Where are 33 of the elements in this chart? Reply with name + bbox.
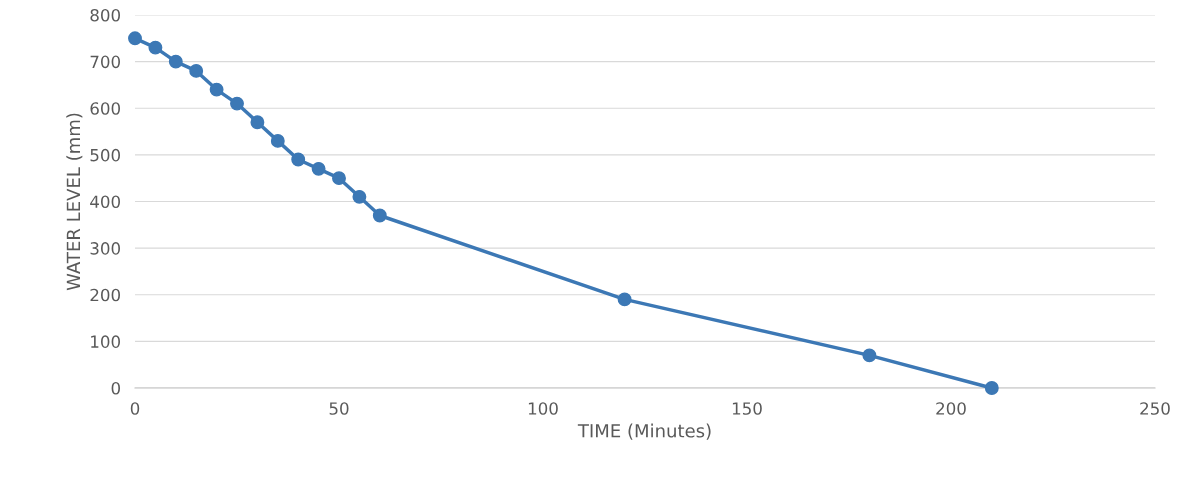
y-tick-label: 500: [90, 148, 120, 162]
x-tick-label: 150: [732, 402, 762, 415]
y-axis-title: WATER LEVEL (mm): [66, 113, 83, 291]
point: [311, 161, 326, 176]
y-tick-label: 300: [90, 242, 120, 255]
y-tick-label: 100: [91, 335, 120, 348]
point: [984, 381, 999, 395]
y-tick-label: 700: [90, 55, 120, 69]
point: [270, 133, 285, 148]
y-tick-label: 200: [90, 288, 120, 302]
y-tick-label: 0: [111, 381, 120, 395]
point: [372, 208, 387, 223]
x-tick-label: 0: [130, 402, 140, 415]
point: [230, 96, 244, 111]
point: [148, 40, 163, 55]
point: [617, 292, 632, 307]
point: [291, 152, 306, 167]
point: [332, 171, 346, 186]
point: [862, 348, 877, 363]
point: [250, 115, 265, 130]
y-tick-label: 400: [90, 195, 120, 209]
point: [168, 54, 183, 69]
point: [209, 82, 224, 97]
y-tick-label: 800: [90, 8, 120, 22]
point: [352, 189, 367, 204]
x-axis-title: TIME (Minutes): [577, 423, 711, 440]
x-tick-label: 250: [1140, 402, 1170, 415]
point: [189, 63, 204, 78]
x-tick-label: 50: [329, 402, 349, 415]
point: [128, 31, 142, 46]
x-tick-label: 200: [936, 402, 966, 415]
y-tick-label: 600: [90, 102, 120, 115]
x-tick-label: 100: [528, 402, 558, 415]
